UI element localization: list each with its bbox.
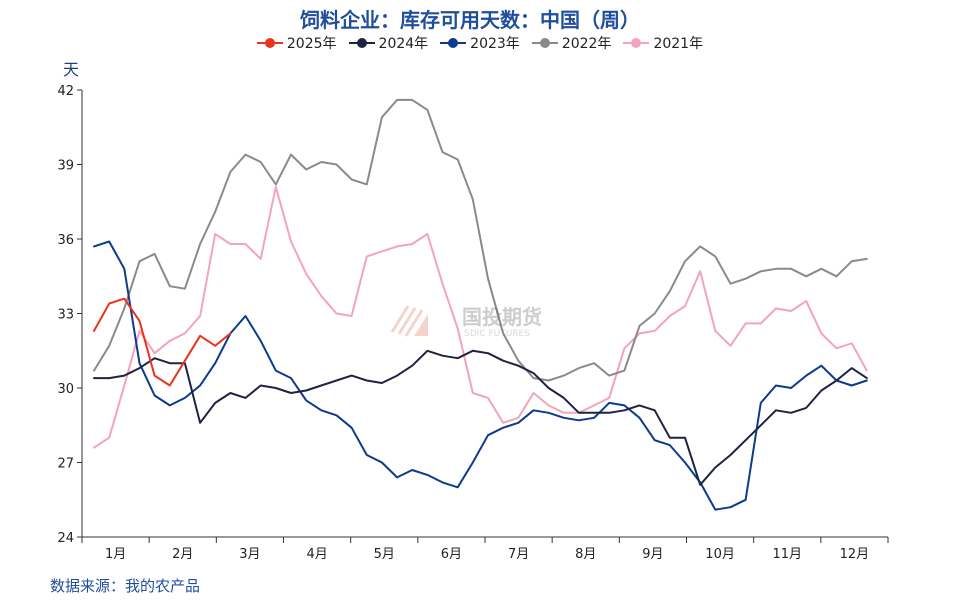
y-axis-unit-label: 天	[63, 60, 80, 79]
legend-item: 2023年	[440, 33, 520, 53]
legend-swatch	[256, 37, 283, 49]
watermark-logo: 国投期货 SDIC FUTURES	[390, 305, 542, 338]
x-tick-label: 10月	[705, 547, 735, 562]
x-tick-label: 3月	[239, 547, 260, 562]
y-tick-label: 42	[57, 84, 74, 99]
x-tick-label: 9月	[642, 547, 663, 562]
series-line-2021年	[93, 185, 868, 449]
legend-swatch	[531, 37, 558, 49]
legend: 2025年 2024年 2023年 2022年 2021年	[0, 33, 960, 53]
y-tick-label: 36	[57, 233, 74, 248]
x-tick-label: 1月	[105, 547, 126, 562]
y-tick-label: 33	[57, 308, 74, 323]
legend-label: 2025年	[286, 36, 337, 52]
legend-item: 2021年	[623, 33, 703, 53]
series-line-2024年	[93, 349, 868, 486]
legend-swatch	[623, 37, 650, 49]
legend-label: 2022年	[561, 36, 612, 52]
x-tick-label: 11月	[772, 547, 802, 562]
legend-label: 2021年	[653, 36, 704, 52]
x-tick-label: 8月	[575, 547, 596, 562]
watermark-text: 国投期货	[462, 305, 542, 329]
x-tick-label: 12月	[840, 547, 870, 562]
x-tick-label: 4月	[306, 547, 327, 562]
legend-swatch	[348, 37, 375, 49]
series-line-2023年	[93, 240, 868, 511]
y-tick-label: 24	[57, 531, 74, 546]
chart-title: 饲料企业：库存可用天数：中国（周）	[300, 8, 640, 32]
watermark-subtext: SDIC FUTURES	[464, 329, 530, 338]
legend-item: 2024年	[348, 33, 429, 53]
legend-label: 2024年	[378, 36, 429, 52]
series-line-2025年	[93, 297, 232, 387]
legend-label: 2023年	[470, 36, 520, 52]
x-tick-label: 2月	[172, 547, 193, 562]
series-line-2022年	[93, 98, 868, 382]
y-tick-label: 27	[57, 457, 74, 472]
legend-item: 2025年	[256, 33, 337, 53]
legend-item: 2022年	[531, 33, 612, 53]
x-tick-label: 5月	[374, 547, 395, 562]
x-tick-label: 6月	[441, 547, 462, 562]
y-tick-label: 30	[57, 382, 74, 397]
x-tick-label: 7月	[508, 547, 529, 562]
legend-swatch	[440, 37, 467, 49]
source-note: 数据来源：我的农产品	[50, 577, 201, 595]
y-tick-label: 39	[57, 159, 74, 174]
